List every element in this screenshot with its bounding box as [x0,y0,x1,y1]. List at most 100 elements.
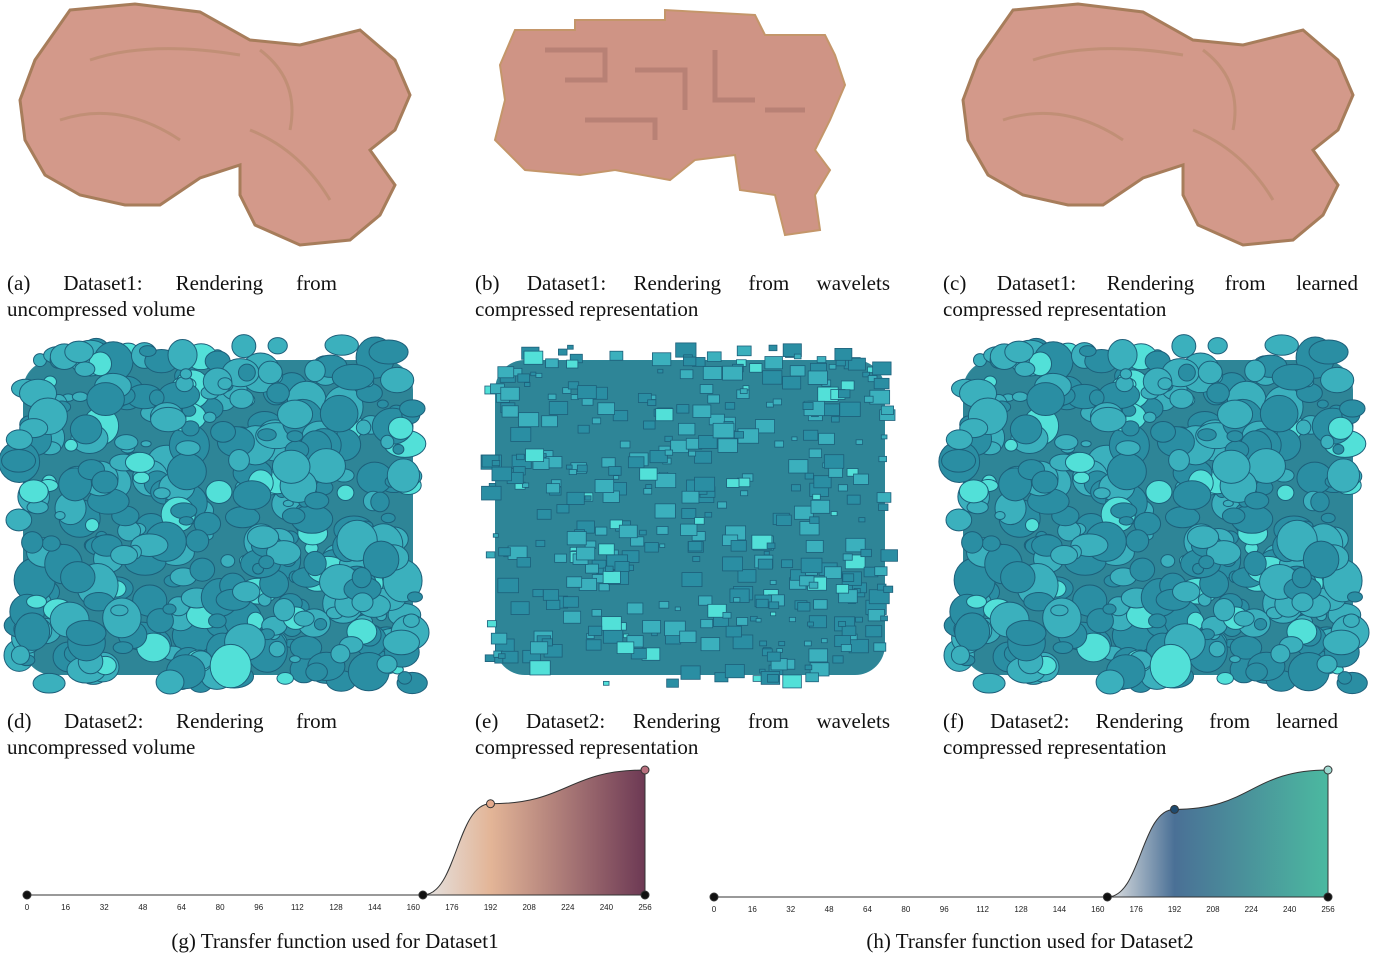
renderings-dataset2 [0,335,1369,694]
voxel [809,582,818,588]
x-tick-label: 112 [976,905,989,914]
grain [273,599,294,621]
grain [1126,530,1149,552]
voxel [548,394,556,399]
rendering-b [495,10,845,235]
voxel [486,552,495,558]
control-point [641,766,649,774]
grain [1065,452,1094,472]
grain [61,562,95,593]
grain [1055,435,1078,450]
grain [65,439,78,451]
grain [115,435,138,450]
voxel [546,484,559,493]
transfer-curve [714,770,1328,897]
grain [42,536,60,551]
rendering-a [20,4,410,245]
voxel [859,518,865,522]
voxel [656,409,673,421]
voxel [609,467,621,476]
control-point [1324,893,1332,901]
grain [352,568,371,588]
voxel [771,612,776,616]
grain [247,526,278,549]
grain [1292,593,1313,612]
grain [387,459,419,492]
voxel [789,460,808,473]
voxel [568,345,574,349]
voxel [688,541,702,550]
voxel [511,602,529,615]
grain [1227,431,1243,442]
voxel [531,372,536,376]
voxel [770,580,776,584]
voxel [567,492,584,504]
grain [176,441,200,456]
voxel [549,402,567,415]
voxel [842,626,856,636]
grain [33,673,65,693]
voxel [775,441,784,447]
voxel [683,357,695,366]
voxel [801,558,822,573]
voxel [603,571,620,583]
grain [1096,670,1124,694]
grain [15,613,50,650]
voxel [884,586,893,592]
voxel [723,612,731,618]
grain [1091,407,1126,431]
grain [103,598,141,638]
grain [1081,441,1091,447]
grain [388,417,412,439]
grain [186,530,209,552]
voxel [526,449,544,462]
voxel [492,460,499,465]
voxel [731,540,746,551]
voxel [783,376,801,389]
voxel [758,559,772,569]
voxel [682,491,699,503]
grain [55,511,65,519]
voxel [491,633,506,644]
voxel [640,530,647,535]
grain [1222,508,1245,524]
voxel [823,404,840,416]
voxel [773,399,781,405]
grain [229,450,250,472]
voxel [577,465,587,472]
voxel [805,665,812,670]
voxel [610,351,623,360]
x-tick-label: 16 [748,905,757,914]
voxel [838,390,850,398]
voxel [586,564,599,573]
voxel [628,457,644,468]
grain [1005,341,1034,362]
voxel [530,642,547,654]
grain [1026,519,1039,532]
voxel [693,557,700,562]
grain [305,360,326,382]
voxel [835,348,852,360]
voxel [718,502,727,508]
voxel [814,600,828,609]
grain [141,441,151,447]
grain [1327,459,1359,492]
control-point [641,891,649,899]
voxel [546,359,559,368]
x-tick-label: 192 [484,903,498,912]
voxel [619,525,637,538]
x-tick-label: 176 [445,903,459,912]
x-tick-label: 256 [1321,905,1335,914]
grain [290,656,301,663]
voxel [569,469,576,474]
rendering-c [963,4,1353,245]
grain [113,642,133,654]
voxel [620,441,630,448]
voxel [840,402,860,416]
voxel [810,517,819,524]
grain [139,346,156,357]
grain [1094,488,1111,499]
grain [1172,335,1196,358]
voxel [567,577,582,587]
grain [381,367,414,392]
